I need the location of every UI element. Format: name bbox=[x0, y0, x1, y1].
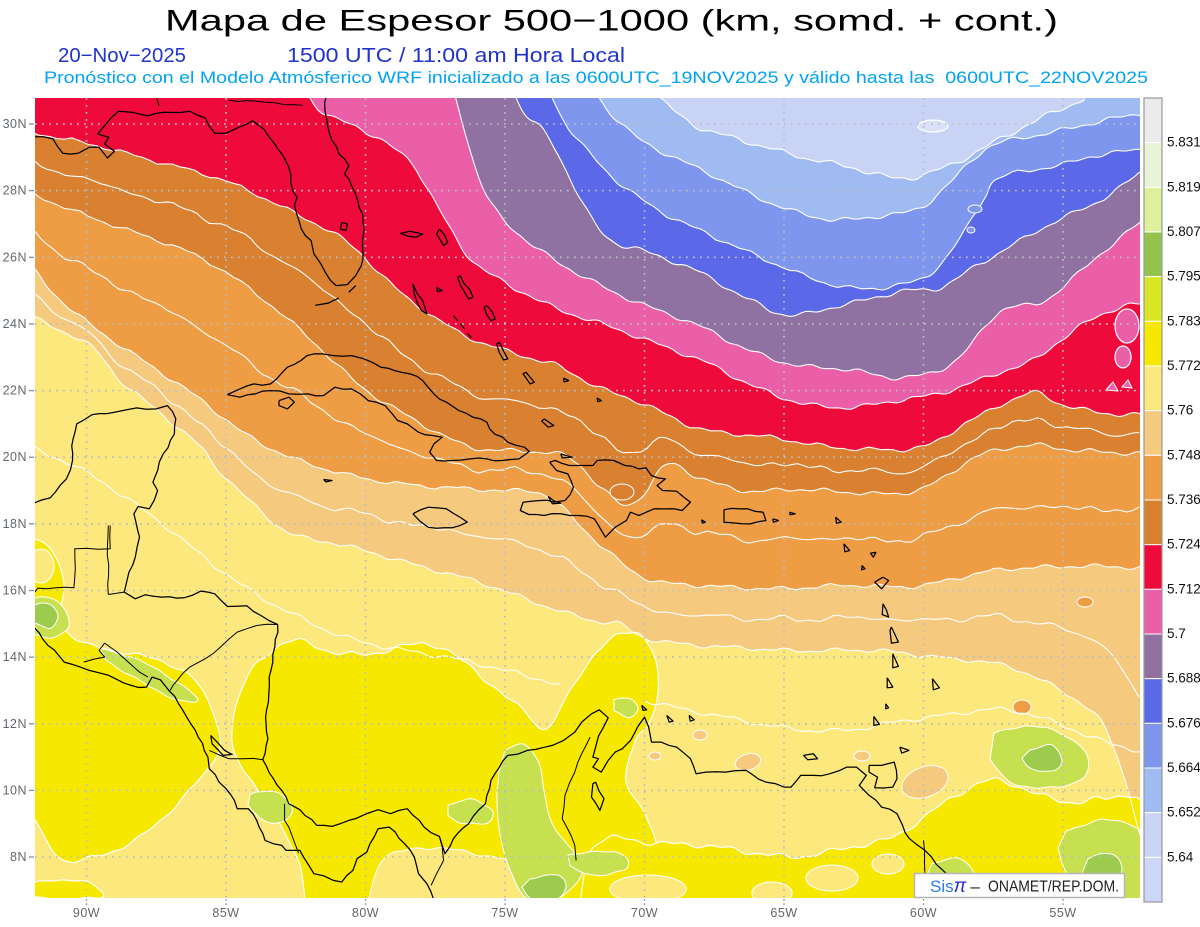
svg-text:80W: 80W bbox=[352, 906, 379, 920]
svg-text:1500 UTC / 11:00 am Hora Local: 1500 UTC / 11:00 am Hora Local bbox=[287, 45, 625, 67]
svg-text:5.64: 5.64 bbox=[1167, 849, 1194, 864]
svg-text:5.76: 5.76 bbox=[1167, 403, 1193, 418]
svg-text:5.712: 5.712 bbox=[1167, 581, 1200, 596]
svg-text:65W: 65W bbox=[770, 906, 797, 920]
svg-text:Mapa de Espesor 500−1000 (km,: Mapa de Espesor 500−1000 (km, somd. + co… bbox=[165, 5, 1058, 38]
svg-text:10N: 10N bbox=[3, 783, 27, 797]
svg-text:5.748: 5.748 bbox=[1167, 447, 1200, 462]
svg-text:20−Nov−2025: 20−Nov−2025 bbox=[58, 45, 186, 67]
svg-text:Pronóstico con el Modelo Atmo: Pronóstico con el Modelo Atmósferico W… bbox=[44, 68, 1148, 87]
svg-text:18N: 18N bbox=[3, 517, 27, 531]
svg-text:22N: 22N bbox=[3, 384, 27, 398]
svg-text:5.688: 5.688 bbox=[1167, 671, 1200, 686]
svg-text:55W: 55W bbox=[1049, 906, 1076, 920]
svg-text:16N: 16N bbox=[3, 584, 27, 598]
svg-text:5.7: 5.7 bbox=[1167, 626, 1186, 641]
svg-text:70W: 70W bbox=[631, 906, 658, 920]
svg-text:5.807: 5.807 bbox=[1167, 224, 1200, 239]
svg-text:5.724: 5.724 bbox=[1167, 537, 1200, 552]
svg-text:5.795: 5.795 bbox=[1167, 269, 1200, 284]
svg-text:5.676: 5.676 bbox=[1167, 715, 1200, 730]
svg-text:5.652: 5.652 bbox=[1167, 805, 1200, 820]
svg-text:5.783: 5.783 bbox=[1167, 313, 1200, 328]
svg-text:ONAMET/REP.DOM.: ONAMET/REP.DOM. bbox=[988, 879, 1119, 896]
svg-text:5.831: 5.831 bbox=[1167, 135, 1200, 150]
svg-text:20N: 20N bbox=[3, 450, 27, 464]
svg-text:12N: 12N bbox=[3, 717, 27, 731]
svg-text:26N: 26N bbox=[3, 250, 27, 264]
svg-text:5.664: 5.664 bbox=[1167, 760, 1200, 775]
svg-text:Sisπ–: Sisπ – bbox=[930, 876, 980, 897]
svg-text:24N: 24N bbox=[3, 317, 27, 331]
svg-text:85W: 85W bbox=[212, 906, 239, 920]
svg-text:5.819: 5.819 bbox=[1167, 179, 1200, 194]
svg-text:75W: 75W bbox=[491, 906, 518, 920]
svg-text:5.736: 5.736 bbox=[1167, 492, 1200, 507]
svg-text:5.772: 5.772 bbox=[1167, 358, 1200, 373]
svg-text:14N: 14N bbox=[3, 650, 27, 664]
svg-text:60W: 60W bbox=[910, 906, 937, 920]
svg-text:28N: 28N bbox=[3, 184, 27, 198]
svg-text:90W: 90W bbox=[73, 906, 100, 920]
svg-text:8N: 8N bbox=[10, 850, 27, 864]
svg-text:30N: 30N bbox=[3, 117, 27, 131]
